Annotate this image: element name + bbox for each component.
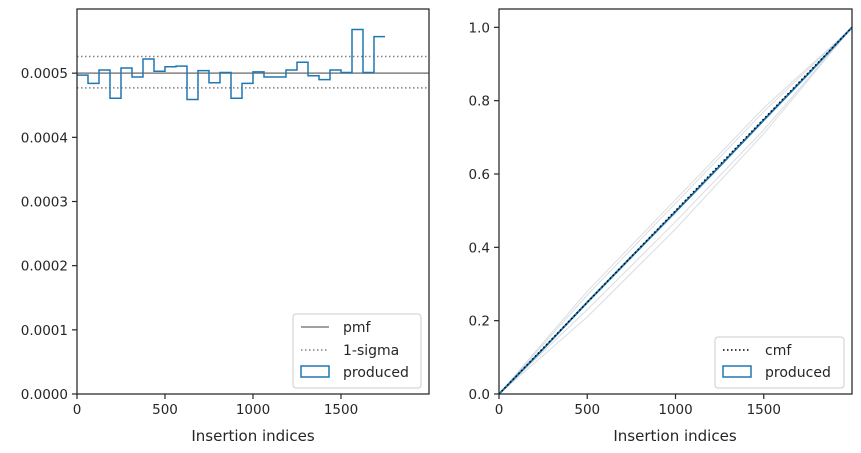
legend-produced-swatch [300, 365, 330, 378]
cmf-y-tick-label: 0.8 [469, 94, 490, 110]
cmf-reference-band [499, 27, 852, 394]
pmf-x-tick-label: 1500 [324, 402, 358, 418]
legend-1-sigma-label: 1-sigma [343, 343, 399, 359]
cmf-y-tick-label: 0.4 [469, 240, 490, 256]
cmf-y-tick-label: 0.2 [469, 314, 490, 330]
legend-produced-label: produced [343, 365, 409, 381]
pmf-x-tick-label: 1000 [236, 402, 270, 418]
pmf-x-axis-label: Insertion indices [191, 427, 314, 445]
cmf-legend: cmf produced [714, 336, 845, 389]
legend-pmf-label: pmf [343, 320, 372, 336]
legend-cmf-produced-label: produced [765, 365, 831, 381]
cmf-reference-band [499, 26, 852, 394]
cmf-y-tick-label: 0.0 [469, 387, 490, 403]
pmf-panel: 0 500 1000 1500 0.0000 0.0001 0.0002 0.0003 0.00… [21, 8, 430, 445]
legend-cmf-produced-swatch [722, 365, 752, 378]
pmf-x-tick-label: 500 [152, 402, 178, 418]
cmf-panel: 0 500 1000 1500 0.0 0.2 0.4 0.6 0.8 1.0 Insertion… [469, 8, 853, 445]
pmf-legend-box [292, 313, 422, 389]
produced-histogram [77, 28, 385, 101]
pmf-y-tick-label: 0.0004 [21, 130, 68, 146]
cmf-y-tick-label: 1.0 [469, 20, 490, 36]
cmf-axes-frame [498, 8, 853, 395]
legend-cmf-label: cmf [765, 343, 792, 359]
pmf-y-tick-label: 0.0002 [21, 259, 68, 275]
pmf-y-tick-label: 0.0000 [21, 387, 68, 403]
pmf-y-tick-label: 0.0003 [21, 195, 68, 211]
pmf-legend: pmf 1-sigma produced [292, 313, 422, 389]
cmf-x-tick-label: 1000 [658, 402, 692, 418]
cmf-x-tick-label: 500 [574, 402, 600, 418]
cmf-reference-band [499, 27, 852, 394]
cmf-y-tick-label: 0.6 [469, 167, 490, 183]
pmf-y-tick-label: 0.0005 [21, 66, 68, 82]
cmf-x-tick-label: 0 [495, 402, 504, 418]
pmf-x-tick-label: 0 [73, 402, 82, 418]
cmf-reference-band [499, 26, 852, 394]
pmf-y-tick-label: 0.0001 [21, 323, 68, 339]
cmf-x-axis-label: Insertion indices [613, 427, 736, 445]
cmf-x-tick-label: 1500 [747, 402, 781, 418]
cmf-line [499, 26, 852, 394]
